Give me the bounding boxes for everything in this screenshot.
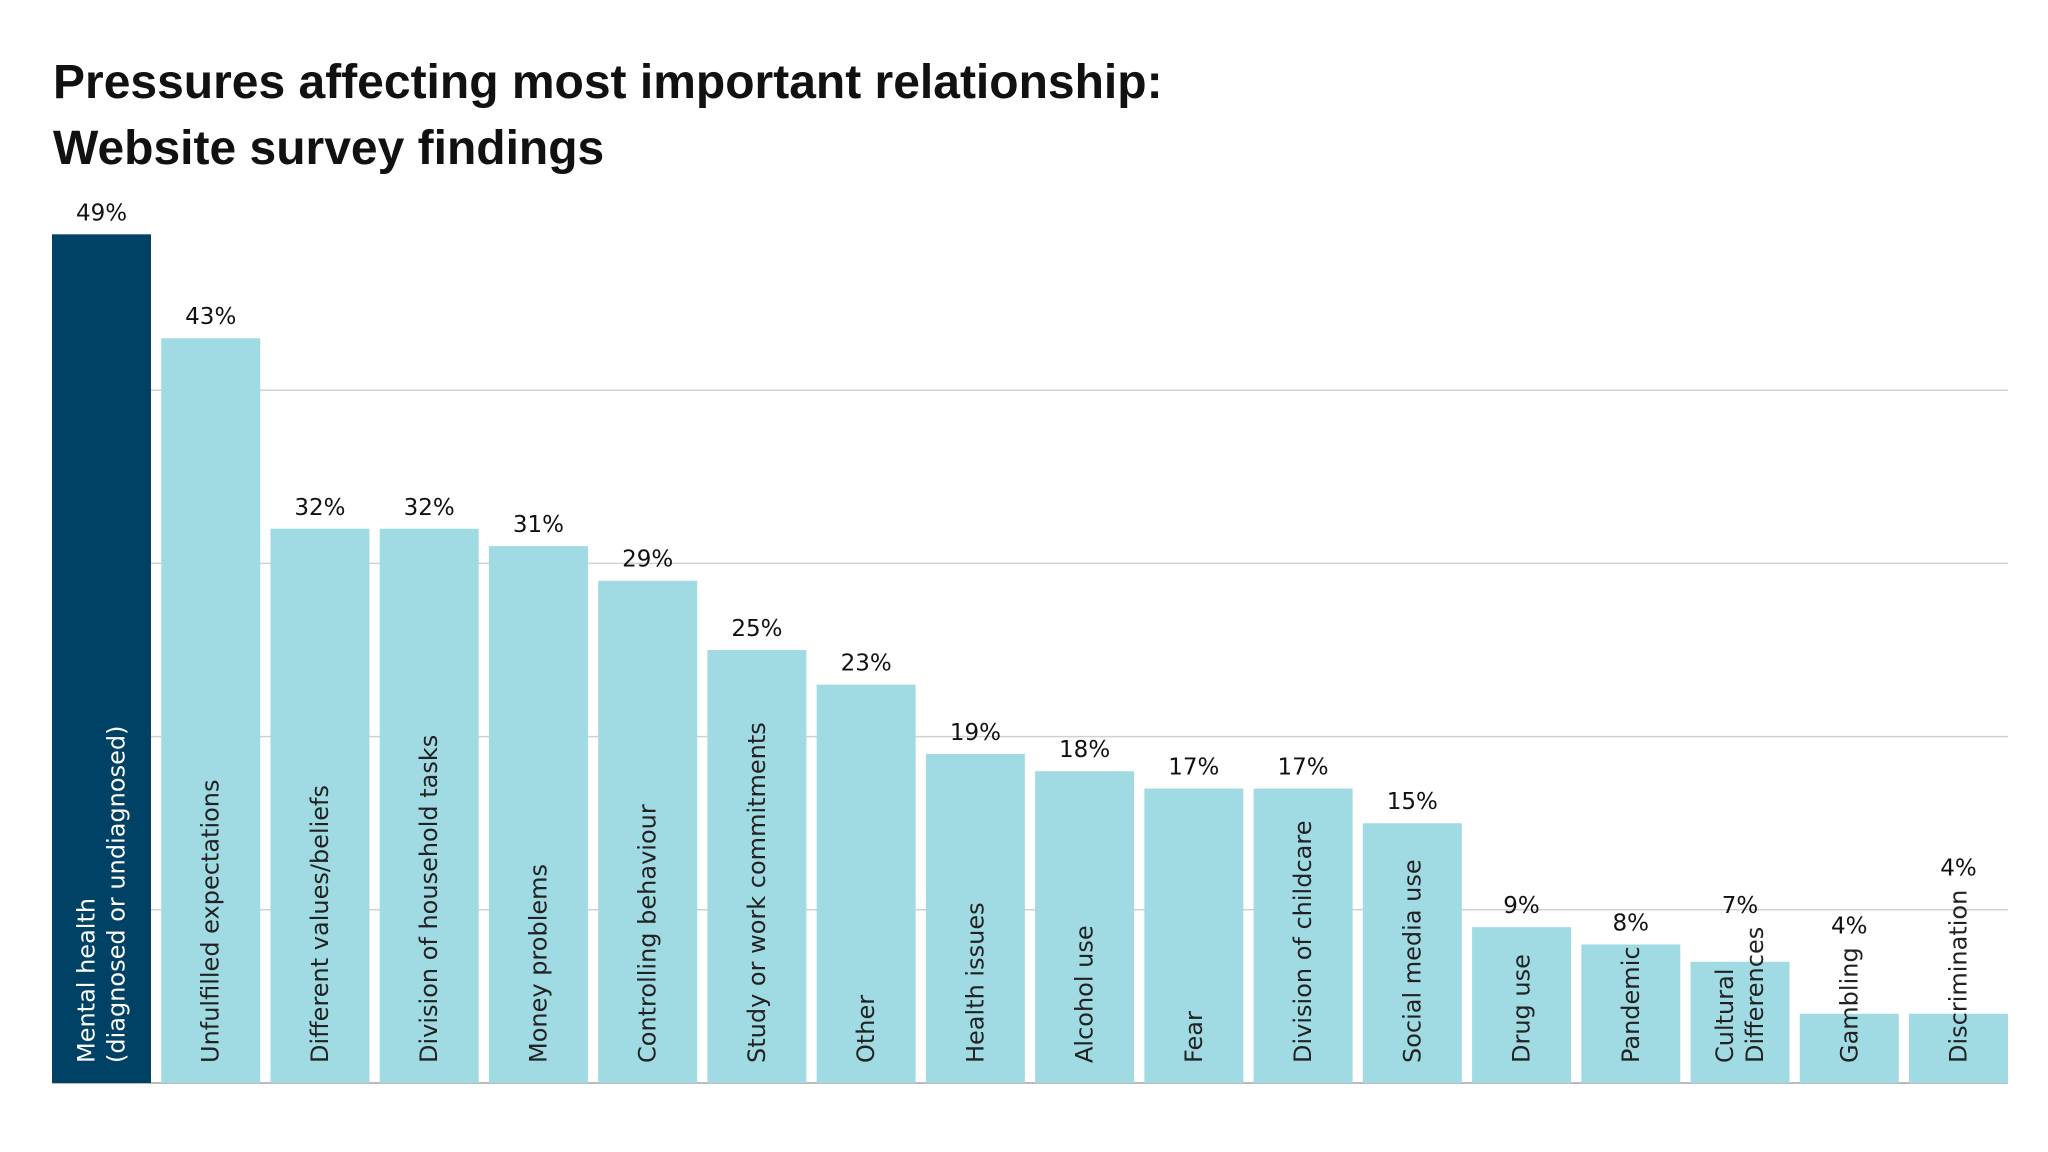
category-label: Pandemic — [1617, 946, 1645, 1063]
bar — [1144, 788, 1244, 1083]
value-label: 17% — [1168, 755, 1219, 781]
bar — [379, 528, 479, 1083]
category-label: Differences — [1741, 927, 1769, 1063]
chart-title: Pressures affecting most important relat… — [53, 50, 1163, 182]
category-label: Division of childcare — [1289, 821, 1317, 1063]
bar — [816, 684, 916, 1083]
value-label: 18% — [1059, 737, 1110, 763]
value-label: 9% — [1503, 893, 1540, 919]
category-label: Fear — [1180, 1011, 1208, 1063]
category-label: Discrimination — [1945, 890, 1973, 1063]
bar — [1253, 788, 1353, 1083]
bar — [1362, 823, 1462, 1083]
bar — [1035, 771, 1135, 1083]
category-label: Division of household tasks — [415, 735, 443, 1063]
category-label: Drug use — [1508, 954, 1536, 1063]
category-label: Other — [852, 995, 880, 1063]
bar — [1581, 944, 1681, 1083]
category-label: Gambling — [1835, 947, 1863, 1063]
bar — [925, 753, 1025, 1083]
category-label: Study or work commitments — [743, 722, 771, 1063]
bar — [270, 528, 370, 1083]
category-label: Health issues — [961, 902, 989, 1063]
category-label: Money problems — [524, 864, 552, 1063]
value-label: 23% — [841, 651, 892, 677]
category-label: Alcohol use — [1071, 925, 1099, 1063]
chart-subtitle: Website survey findings — [53, 122, 605, 175]
value-label: 43% — [185, 304, 236, 330]
category-label: Cultural — [1711, 969, 1739, 1064]
bar — [1909, 1013, 2008, 1083]
value-label: 4% — [1940, 856, 1977, 882]
value-label: 19% — [950, 720, 1001, 746]
value-label: 32% — [294, 495, 345, 521]
category-label: Unfulfilled expectations — [197, 779, 225, 1063]
value-label: 32% — [404, 495, 455, 521]
value-label: 25% — [731, 616, 782, 642]
value-label: 49% — [76, 200, 127, 226]
value-label: 15% — [1387, 789, 1438, 815]
value-label: 29% — [622, 547, 673, 573]
value-label: 7% — [1722, 893, 1759, 919]
value-label: 4% — [1831, 913, 1868, 939]
category-label: Mental health — [73, 898, 101, 1063]
category-label: Controlling behaviour — [634, 804, 662, 1063]
value-label: 8% — [1613, 910, 1650, 936]
category-label: Social media use — [1398, 859, 1426, 1063]
bar — [598, 580, 698, 1083]
bar — [1472, 927, 1572, 1083]
category-label: (diagnosed or undiagnosed) — [103, 726, 131, 1063]
bar — [1690, 961, 1790, 1083]
value-label: 17% — [1278, 755, 1329, 781]
bar — [1799, 1013, 1899, 1083]
bar — [488, 546, 588, 1083]
bar — [52, 234, 151, 1083]
bar — [161, 338, 261, 1083]
value-label: 31% — [513, 512, 564, 538]
bar — [707, 650, 807, 1083]
category-label: Different values/beliefs — [306, 785, 334, 1063]
chart-title-line1: Pressures affecting most important relat… — [53, 56, 1163, 109]
